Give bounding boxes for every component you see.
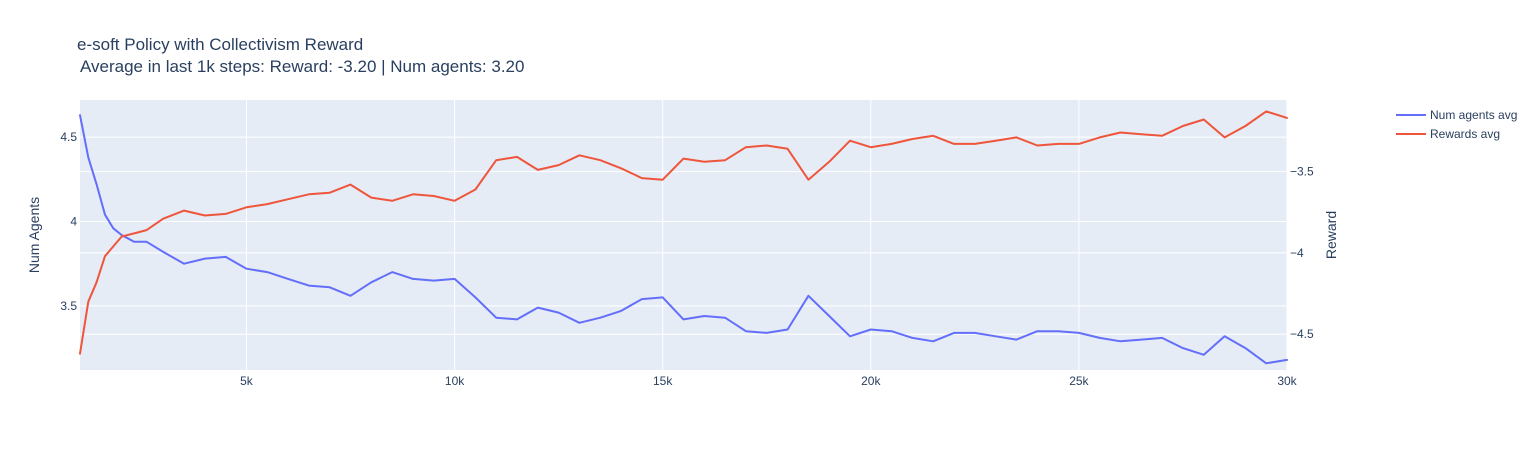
x-tick-label: 10k [445,374,465,388]
chart-title: e-soft Policy with Collectivism Reward [77,35,363,54]
x-tick-label: 25k [1069,374,1089,388]
x-tick-label: 15k [653,374,673,388]
series-lines [79,110,1288,365]
y-axis-title: Num Agents [26,197,42,273]
y2-axis-ticks: −4.5 −4 −3.5 [1290,165,1314,342]
y2-axis-title: Reward [1323,211,1339,259]
series-line-rewards [79,110,1288,355]
x-axis-ticks: 5k 10k 15k 20k 25k 30k [240,374,1298,388]
y-tick-label: 4.5 [60,130,77,144]
legend-label: Num agents avg [1430,108,1517,122]
y2-tick-label: −4 [1290,246,1304,260]
x-tick-label: 20k [861,374,881,388]
legend-label: Rewards avg [1430,127,1500,141]
x-tick-label: 5k [240,374,254,388]
legend: Num agents avg Rewards avg [1396,108,1517,141]
y-tick-label: 3.5 [60,299,77,313]
y-tick-label: 4 [70,215,77,229]
y2-tick-label: −4.5 [1290,327,1314,341]
plot-background [80,100,1287,370]
chart-subtitle: Average in last 1k steps: Reward: -3.20 … [80,57,524,76]
y-axis-ticks: 3.5 4 4.5 [60,130,77,313]
x-tick-label: 30k [1277,374,1297,388]
series-line-num-agents [79,114,1288,365]
y2-tick-label: −3.5 [1290,165,1314,179]
